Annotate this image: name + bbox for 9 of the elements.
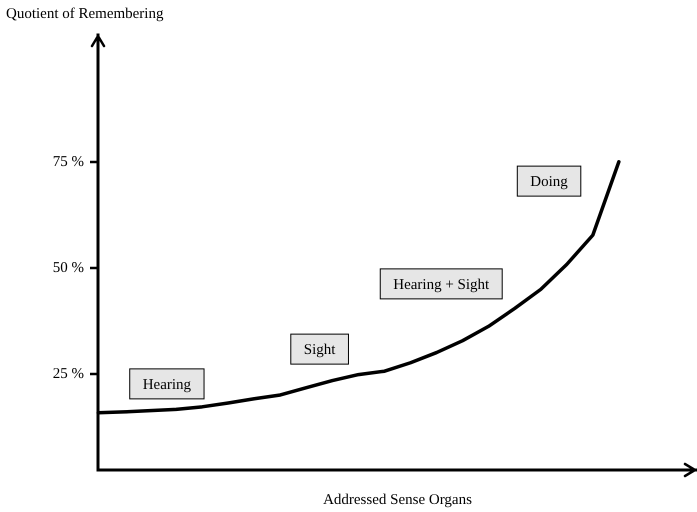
y-tick-label: 75 % [52,154,84,170]
annotation: Hearing + Sight [393,276,490,293]
annotation: Sight [304,342,336,358]
annotation: Doing [530,174,568,190]
y-tick-label: 25 % [52,366,84,382]
annotation: Hearing [142,376,192,393]
y-tick-label: 50 % [52,260,84,276]
y-axis-title: Quotient of Remembering [6,6,164,22]
x-axis-title: Addressed Sense Organs [323,492,472,508]
